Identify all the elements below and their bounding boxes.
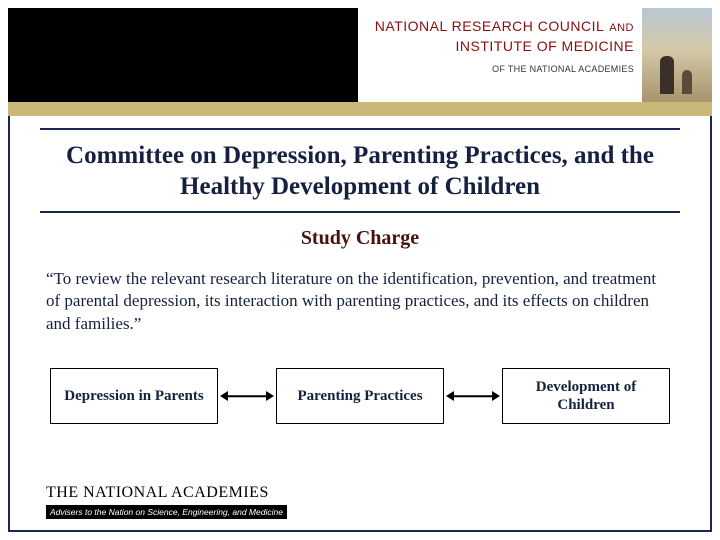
rule-under-title — [40, 211, 680, 213]
slide-title: Committee on Depression, Parenting Pract… — [40, 140, 680, 203]
header-right: NATIONAL RESEARCH COUNCIL AND INSTITUTE … — [358, 8, 712, 102]
header-org-block: NATIONAL RESEARCH COUNCIL AND INSTITUTE … — [358, 8, 642, 102]
footer-logo: THE NATIONAL ACADEMIES Advisers to the N… — [46, 484, 296, 520]
footer-org-name: THE NATIONAL ACADEMIES — [46, 484, 296, 502]
arrow-line — [452, 395, 494, 397]
org-line-3: OF THE NATIONAL ACADEMIES — [366, 64, 634, 74]
concept-diagram: Depression in Parents Parenting Practice… — [50, 368, 670, 424]
study-charge-quote: “To review the relevant research literat… — [40, 268, 680, 337]
gold-strip — [8, 102, 712, 116]
header-black-block — [8, 8, 358, 102]
rule-top — [40, 128, 680, 130]
arrow-line — [226, 395, 268, 397]
slide-subtitle: Study Charge — [40, 227, 680, 250]
org-line-2: INSTITUTE OF MEDICINE — [366, 38, 634, 54]
arrowhead-right-icon — [492, 391, 500, 401]
concept-box-3: Development of Children — [502, 368, 670, 424]
bi-arrow-1 — [218, 390, 276, 402]
concept-box-2: Parenting Practices — [276, 368, 444, 424]
org-line-1: NATIONAL RESEARCH COUNCIL AND — [366, 18, 634, 36]
bi-arrow-2 — [444, 390, 502, 402]
concept-box-1: Depression in Parents — [50, 368, 218, 424]
content-area: Committee on Depression, Parenting Pract… — [40, 128, 680, 336]
org-and: AND — [609, 22, 634, 34]
header-photo — [642, 8, 712, 102]
header-bar: NATIONAL RESEARCH COUNCIL AND INSTITUTE … — [8, 8, 712, 102]
org-main: NATIONAL RESEARCH COUNCIL — [375, 18, 605, 34]
arrowhead-right-icon — [266, 391, 274, 401]
footer-tagline: Advisers to the Nation on Science, Engin… — [46, 505, 287, 519]
